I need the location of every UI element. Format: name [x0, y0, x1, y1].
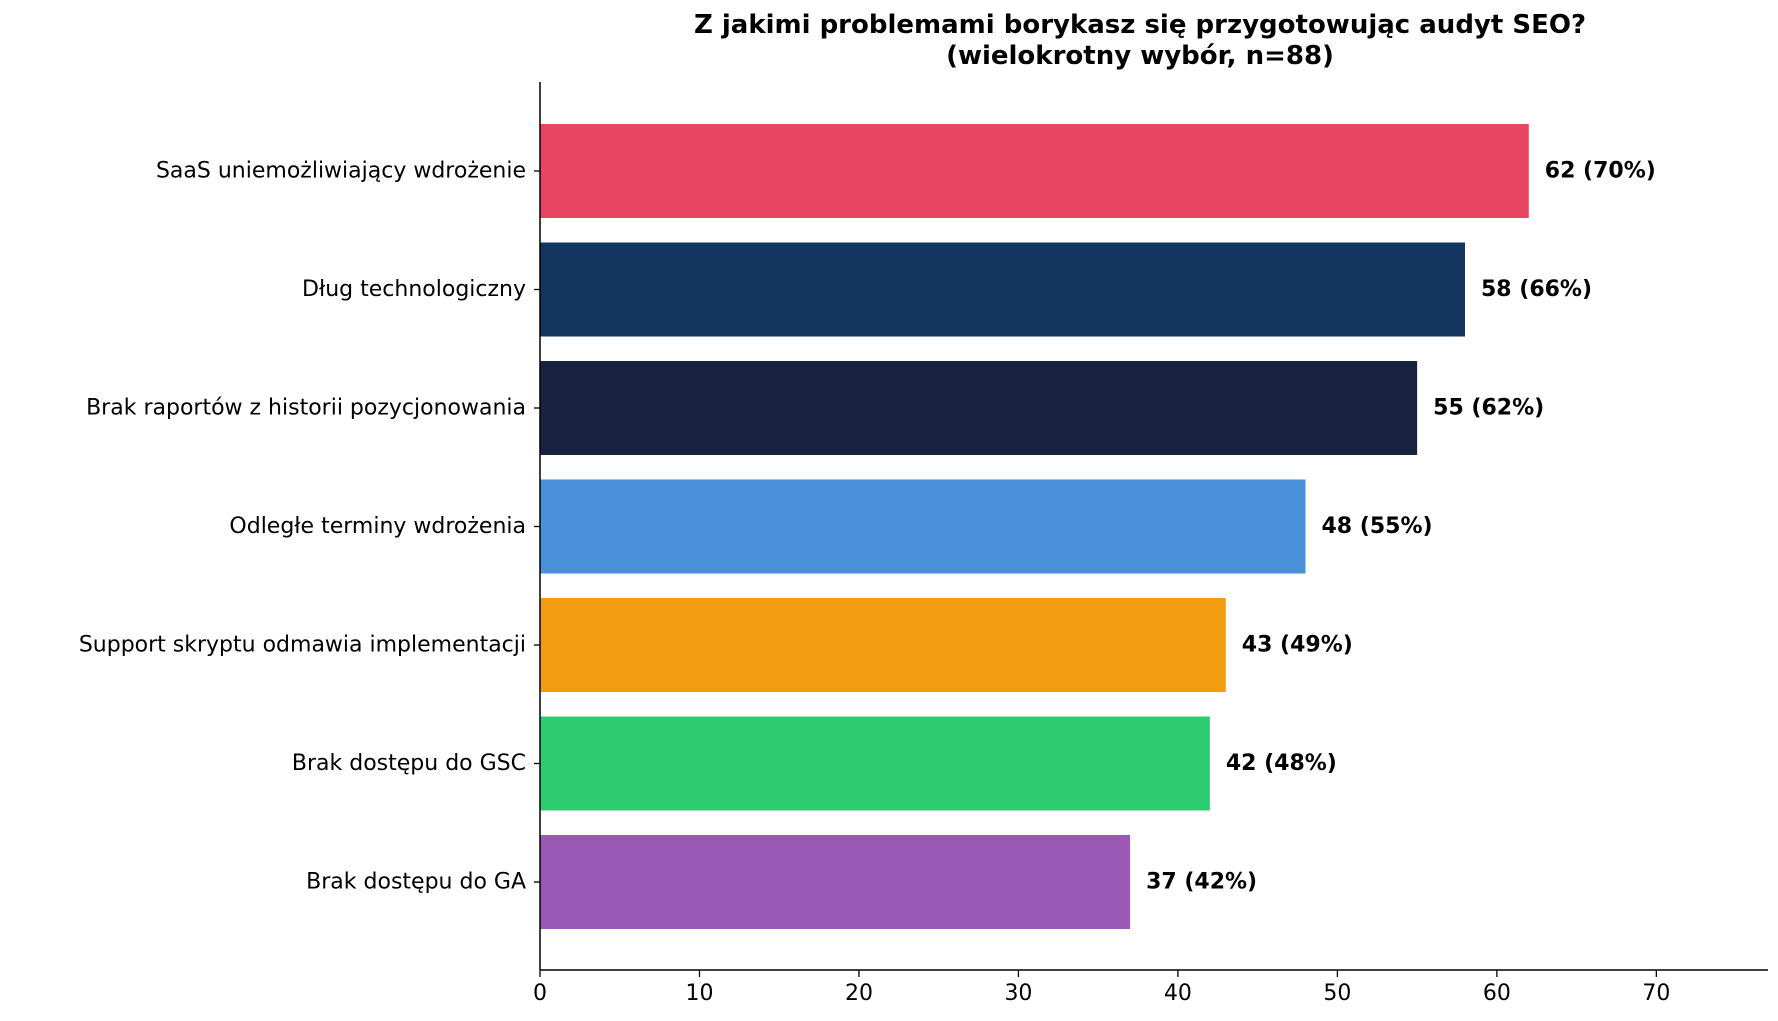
bars-layer	[540, 124, 1529, 929]
chart-subtitle-line: (wielokrotny wybór, n=88)	[946, 41, 1334, 71]
value-label: 42 (48%)	[1226, 751, 1337, 776]
bar	[540, 716, 1210, 811]
x-tick-label: 0	[533, 981, 547, 1006]
category-label: Dług technologiczny	[302, 277, 526, 302]
bar	[540, 598, 1226, 692]
x-tick-label: 10	[685, 981, 713, 1006]
axes-layer	[534, 82, 1768, 977]
value-label: 37 (42%)	[1146, 870, 1257, 895]
category-label: SaaS uniemożliwiający wdrożenie	[156, 159, 526, 184]
category-label: Support skryptu odmawia implementacji	[79, 633, 526, 658]
bar	[540, 361, 1418, 455]
value-label: 58 (66%)	[1481, 277, 1592, 302]
bar	[540, 124, 1529, 218]
chart-title-line: Z jakimi problemami borykasz się przygot…	[693, 10, 1587, 40]
x-tick-label: 40	[1164, 981, 1192, 1006]
bar	[540, 835, 1131, 929]
value-label: 62 (70%)	[1545, 159, 1656, 184]
value-label: 48 (55%)	[1322, 514, 1433, 539]
category-label: Brak dostępu do GA	[306, 870, 526, 895]
x-tick-label: 50	[1323, 981, 1351, 1006]
value-label: 55 (62%)	[1433, 396, 1544, 421]
category-label: Odległe terminy wdrożenia	[229, 514, 526, 539]
category-label: Brak dostępu do GSC	[292, 751, 526, 776]
x-tick-label: 60	[1483, 981, 1511, 1006]
labels-layer: SaaS uniemożliwiający wdrożenie 62 (70%) D…	[79, 159, 1671, 1007]
bar	[540, 479, 1306, 574]
x-tick-label: 70	[1642, 981, 1670, 1006]
x-tick-label: 30	[1004, 981, 1032, 1006]
chart-title: Z jakimi problemami borykasz się przygot…	[540, 10, 1740, 72]
x-tick-label: 20	[845, 981, 873, 1006]
value-label: 43 (49%)	[1242, 633, 1353, 658]
category-label: Brak raportów z historii pozycjonowania	[86, 396, 526, 421]
bar	[540, 242, 1465, 337]
